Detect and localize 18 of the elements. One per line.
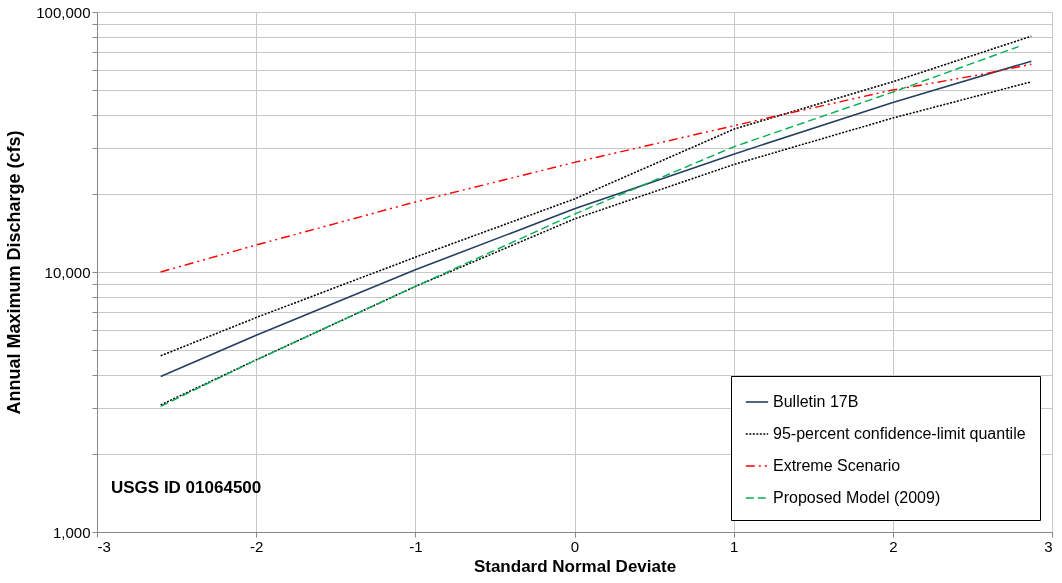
y-tick-label: 10,000 [44, 263, 91, 281]
x-tick-label: 3 [1044, 537, 1053, 555]
x-tick-label: 1 [729, 537, 739, 555]
annotation: USGS ID 01064500 [111, 478, 262, 497]
legend-label: Proposed Model (2009) [773, 489, 941, 506]
legend-label: Bulletin 17B [773, 393, 859, 410]
y-tick-label: 1,000 [52, 523, 91, 541]
line-series [159, 63, 1033, 273]
legend-label: Extreme Scenario [773, 457, 901, 474]
x-tick-label: 2 [889, 537, 898, 555]
x-tick-label: -2 [249, 537, 264, 555]
x-axis-title: Standard Normal Deviate [473, 556, 677, 576]
y-tick-label: 100,000 [36, 3, 91, 21]
x-tick-label: 0 [570, 537, 580, 555]
y-axis-title: Annual Maximum Discharge (cfs) [4, 130, 25, 415]
x-tick-label: -3 [97, 537, 111, 555]
x-tick-label: -1 [409, 537, 423, 555]
legend-label: 95-percent confidence-limit quantile [773, 425, 1026, 442]
